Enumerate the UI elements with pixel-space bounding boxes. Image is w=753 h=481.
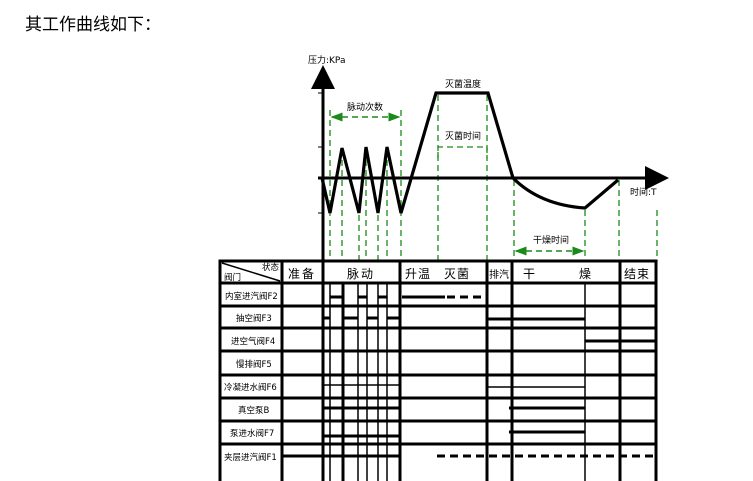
- stage-heat-sterilize: 升温 灭菌: [405, 267, 470, 281]
- row-label: 真空泵B: [238, 405, 270, 416]
- intro-text: 其工作曲线如下：: [25, 15, 161, 35]
- row-label: 抽空阀F3: [236, 313, 272, 324]
- row-label: 进空气阀F4: [231, 336, 275, 347]
- x-axis-label: 时间:T: [630, 186, 657, 198]
- stage-prepare: 准备: [288, 267, 316, 281]
- row-label: 夹层进汽阀F1: [224, 452, 277, 463]
- stage-end: 结束: [624, 267, 650, 281]
- row-label: 冷凝进水阀F6: [224, 382, 277, 393]
- row-labels: 内室进汽阀F2 抽空阀F3 进空气阀F4 慢排阀F5 冷凝进水阀F6 真空泵B …: [224, 291, 278, 463]
- y-ticks: [318, 92, 323, 214]
- dry-time-label: 干燥时间: [533, 234, 569, 246]
- corner-valve: 阀门: [224, 272, 241, 283]
- valve-table: [218, 259, 658, 481]
- row-label: 内室进汽阀F2: [225, 291, 278, 302]
- pressure-curve: [320, 91, 620, 214]
- row-label: 慢排阀F5: [236, 359, 272, 370]
- corner-status: 状态: [262, 262, 280, 273]
- y-axis-label: 压力:KPa: [308, 54, 345, 66]
- stage-pulse: 脉动: [347, 266, 375, 281]
- sterilize-temp-label: 灭菌温度: [445, 78, 481, 90]
- valve-state-bars: [282, 295, 656, 458]
- stage-dry: 干 燥: [523, 267, 593, 281]
- sterilize-time-label: 灭菌时间: [445, 130, 481, 142]
- pulse-count-label: 脉动次数: [347, 101, 383, 113]
- stage-exhaust: 排汽: [489, 268, 509, 281]
- row-label: 泵进水阀F7: [230, 428, 274, 439]
